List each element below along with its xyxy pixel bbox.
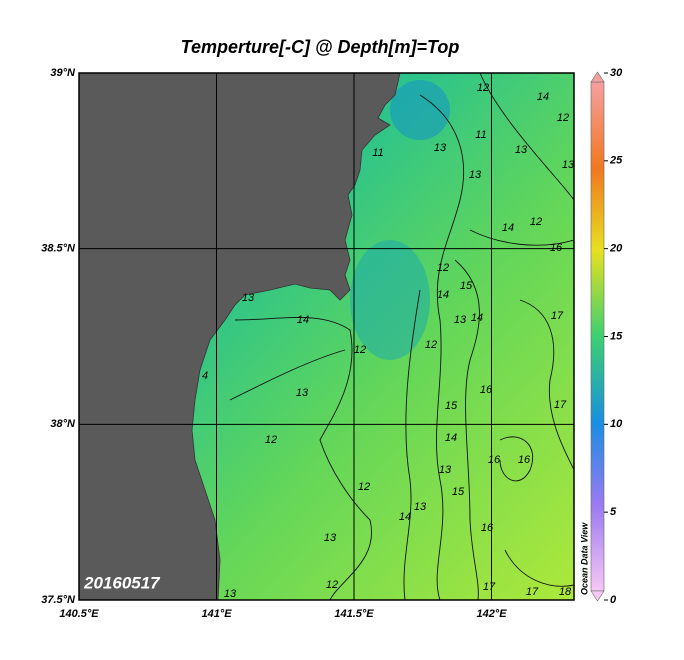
contour-label: 13 — [242, 292, 255, 304]
y-tick-label: 37.5°N — [41, 594, 76, 606]
contour-label: 13 — [296, 387, 309, 399]
contour-label: 13 — [469, 169, 482, 181]
colorbar-tick-label: 0 — [610, 594, 617, 606]
contour-label: 14 — [297, 314, 309, 326]
watermark: Ocean Data View — [579, 522, 589, 595]
contour-label: 16 — [550, 242, 563, 254]
contour-label: 15 — [452, 486, 465, 498]
map-area — [79, 73, 574, 600]
y-tick-label: 39°N — [50, 67, 76, 79]
x-tick-label: 140.5°E — [59, 608, 99, 620]
contour-label: 13 — [562, 159, 575, 171]
contour-label: 12 — [326, 579, 338, 591]
contour-label: 13 — [434, 142, 447, 154]
colorbar-tick-label: 10 — [610, 418, 623, 430]
contour-line — [519, 299, 574, 471]
contour-label: 13 — [414, 501, 427, 513]
x-tick-label: 141°E — [201, 608, 232, 620]
contour-label: 13 — [324, 532, 337, 544]
cold-patch — [350, 240, 430, 360]
contour-label: 16 — [488, 454, 501, 466]
map-title: Temperture[-C] @ Depth[m]=Top — [181, 37, 460, 57]
contour-label: 14 — [399, 511, 411, 523]
colorbar-tick-label: 20 — [609, 243, 623, 255]
colorbar — [590, 81, 605, 592]
colorbar-tick-label: 30 — [610, 67, 623, 79]
contour-label: 4 — [202, 370, 208, 382]
contour-label: 13 — [439, 464, 452, 476]
contour-label: 12 — [437, 262, 449, 274]
contour-line — [419, 94, 465, 600]
contour-label: 12 — [530, 216, 542, 228]
contour-label: 17 — [554, 399, 567, 411]
colorbar-tick-label: 5 — [610, 506, 617, 518]
contour-label: 16 — [518, 454, 531, 466]
contour-label: 13 — [515, 144, 528, 156]
contour-label: 14 — [437, 289, 449, 301]
contour-label: 15 — [445, 400, 458, 412]
contour-label: 13 — [224, 588, 237, 600]
contour-label: 14 — [502, 222, 514, 234]
contour-line — [499, 436, 534, 482]
contour-label: 17 — [526, 586, 539, 598]
contour-label: 12 — [557, 112, 569, 124]
contour-label: 17 — [483, 581, 496, 593]
contour-label: 14 — [537, 91, 549, 103]
x-tick-label: 141.5°E — [334, 608, 374, 620]
contour-label: 13 — [454, 314, 467, 326]
contour-label: 12 — [477, 82, 489, 94]
contour-label: 15 — [460, 280, 473, 292]
contour-label: 11 — [372, 147, 383, 159]
contour-label: 12 — [265, 434, 277, 446]
contour-label: 16 — [480, 384, 493, 396]
colorbar-tick-label: 25 — [609, 155, 623, 167]
contour-line — [229, 349, 346, 401]
contour-line — [454, 259, 480, 600]
contour-line — [479, 73, 574, 201]
contour-line — [469, 229, 574, 246]
y-tick-label: 38°N — [50, 418, 76, 430]
contour-label: 11 — [475, 129, 486, 141]
contour-label: 14 — [471, 312, 483, 324]
contour-line — [504, 549, 574, 587]
x-tick-label: 142°E — [476, 608, 507, 620]
date-stamp: 20160517 — [83, 573, 161, 592]
contour-label: 16 — [481, 522, 494, 534]
contour-label: 18 — [559, 586, 572, 598]
colorbar-cap — [590, 590, 605, 602]
colorbar-cap — [590, 71, 605, 83]
contour-label: 12 — [425, 339, 437, 351]
contour-label: 14 — [445, 432, 457, 444]
contour-line — [234, 317, 372, 600]
contour-label: 12 — [354, 344, 366, 356]
y-tick-label: 38.5°N — [41, 243, 76, 255]
colorbar-tick-label: 15 — [610, 330, 623, 342]
land — [79, 73, 401, 600]
contour-label: 17 — [551, 310, 564, 322]
contour-line — [403, 289, 421, 600]
contour-label: 12 — [358, 481, 370, 493]
cold-patch — [390, 80, 450, 140]
